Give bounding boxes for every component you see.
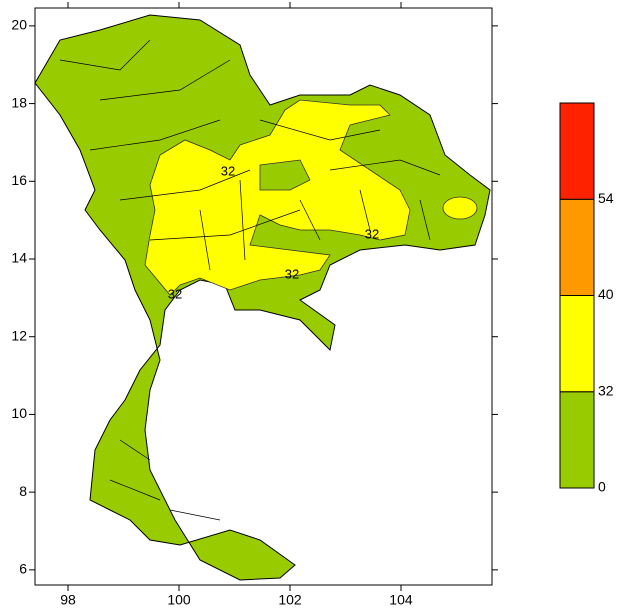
plot-frame: [34, 7, 493, 586]
colorbar-segment: [559, 391, 595, 489]
x-tick-label: 102: [278, 592, 302, 608]
y-tick-label: 18: [11, 94, 27, 110]
contour-label: 32: [365, 226, 379, 241]
y-tick-label: 16: [11, 172, 27, 188]
colorbar-segment: [559, 198, 595, 296]
province-borders: [59, 39, 441, 521]
colorbar-label: 32: [598, 382, 614, 398]
y-tick-label: 14: [11, 250, 27, 266]
y-tick-label: 10: [11, 405, 27, 421]
colorbar-label: 0: [598, 479, 606, 495]
zone-32-40-patch: [442, 196, 478, 220]
zone-0-32-island: [259, 159, 311, 191]
colorbar-segment: [559, 295, 595, 393]
zone-32-40: [144, 99, 411, 296]
contour-label: 32: [221, 163, 235, 178]
contour-label: 32: [285, 266, 299, 281]
colorbar-label: 54: [598, 190, 614, 206]
x-tick-label: 104: [389, 592, 413, 608]
y-tick-label: 12: [11, 327, 27, 343]
y-tick-label: 6: [19, 561, 27, 577]
land-low-zone: [34, 14, 491, 581]
x-tick-label: 98: [60, 592, 76, 608]
y-tick-label: 20: [11, 17, 27, 33]
colorbar-segment: [559, 102, 595, 200]
contour-label: 32: [168, 286, 182, 301]
map-area: [34, 14, 491, 581]
x-tick-label: 100: [167, 592, 191, 608]
colorbar-label: 40: [598, 286, 614, 302]
y-tick-label: 8: [19, 483, 27, 499]
